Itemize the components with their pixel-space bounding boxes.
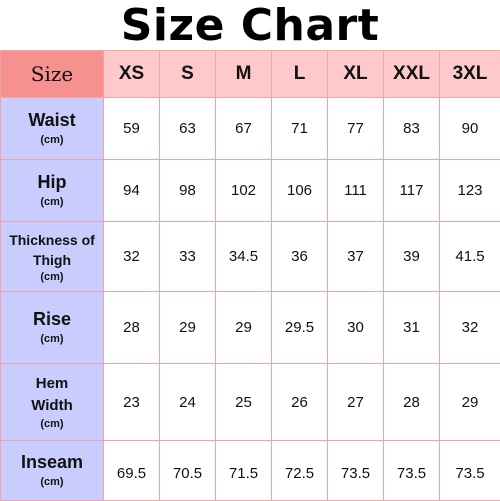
row-header-rise: Rise (cm) <box>1 292 104 364</box>
row-unit: (cm) <box>1 197 103 209</box>
table-cell: 28 <box>384 364 440 441</box>
row-header-hip: Hip (cm) <box>1 160 104 222</box>
row-unit: (cm) <box>1 477 103 489</box>
row-header-thickness-of-thigh: Thickness of Thigh (cm) <box>1 222 104 292</box>
row-unit: (cm) <box>1 419 103 431</box>
table-cell: 28 <box>104 292 160 364</box>
row-header-hem-width: Hem Width (cm) <box>1 364 104 441</box>
row-header-inseam: Inseam (cm) <box>1 441 104 501</box>
table-cell: 32 <box>440 292 500 364</box>
table-row: Waist (cm) 59 63 67 71 77 83 90 <box>1 98 500 160</box>
table-cell: 72.5 <box>272 441 328 501</box>
table-cell: 63 <box>160 98 216 160</box>
table-cell: 77 <box>328 98 384 160</box>
size-chart-table: Size XS S M L XL XXL 3XL Waist (cm) 59 6… <box>0 50 500 501</box>
table-cell: 67 <box>216 98 272 160</box>
table-cell: 29 <box>440 364 500 441</box>
table-cell: 73.5 <box>384 441 440 501</box>
table-cell: 73.5 <box>328 441 384 501</box>
table-cell: 117 <box>384 160 440 222</box>
table-cell: 25 <box>216 364 272 441</box>
size-header-3xl: 3XL <box>440 51 500 98</box>
table-cell: 69.5 <box>104 441 160 501</box>
row-label: Waist <box>1 111 103 130</box>
table-cell: 106 <box>272 160 328 222</box>
table-row: Hem Width (cm) 23 24 25 26 27 28 29 <box>1 364 500 441</box>
table-cell: 23 <box>104 364 160 441</box>
table-cell: 32 <box>104 222 160 292</box>
size-header-m: M <box>216 51 272 98</box>
table-cell: 26 <box>272 364 328 441</box>
table-cell: 29 <box>216 292 272 364</box>
table-cell: 73.5 <box>440 441 500 501</box>
table-cell: 30 <box>328 292 384 364</box>
size-header-xs: XS <box>104 51 160 98</box>
table-cell: 33 <box>160 222 216 292</box>
table-row: Thickness of Thigh (cm) 32 33 34.5 36 37… <box>1 222 500 292</box>
size-header-xxl: XXL <box>384 51 440 98</box>
table-cell: 71.5 <box>216 441 272 501</box>
row-unit: (cm) <box>1 334 103 346</box>
table-cell: 37 <box>328 222 384 292</box>
table-cell: 94 <box>104 160 160 222</box>
table-cell: 111 <box>328 160 384 222</box>
row-unit: (cm) <box>1 272 103 284</box>
table-cell: 123 <box>440 160 500 222</box>
row-label: Hem Width <box>1 373 103 417</box>
table-cell: 90 <box>440 98 500 160</box>
corner-label: Size <box>1 51 104 98</box>
table-cell: 34.5 <box>216 222 272 292</box>
row-header-waist: Waist (cm) <box>1 98 104 160</box>
row-label: Hip <box>1 173 103 192</box>
table-cell: 39 <box>384 222 440 292</box>
row-label: Thickness of Thigh <box>1 230 103 270</box>
page-title: Size Chart <box>0 0 500 50</box>
table-cell: 83 <box>384 98 440 160</box>
table-row: Rise (cm) 28 29 29 29.5 30 31 32 <box>1 292 500 364</box>
size-header-l: L <box>272 51 328 98</box>
table-cell: 98 <box>160 160 216 222</box>
table-cell: 71 <box>272 98 328 160</box>
table-cell: 59 <box>104 98 160 160</box>
table-cell: 24 <box>160 364 216 441</box>
table-cell: 27 <box>328 364 384 441</box>
table-cell: 41.5 <box>440 222 500 292</box>
table-row: Hip (cm) 94 98 102 106 111 117 123 <box>1 160 500 222</box>
size-header-row: Size XS S M L XL XXL 3XL <box>1 51 500 98</box>
size-header-s: S <box>160 51 216 98</box>
row-unit: (cm) <box>1 135 103 147</box>
table-cell: 29.5 <box>272 292 328 364</box>
row-label: Rise <box>1 310 103 329</box>
table-cell: 70.5 <box>160 441 216 501</box>
table-row: Inseam (cm) 69.5 70.5 71.5 72.5 73.5 73.… <box>1 441 500 501</box>
table-cell: 36 <box>272 222 328 292</box>
size-header-xl: XL <box>328 51 384 98</box>
table-cell: 102 <box>216 160 272 222</box>
table-cell: 29 <box>160 292 216 364</box>
row-label: Inseam <box>1 453 103 472</box>
table-cell: 31 <box>384 292 440 364</box>
